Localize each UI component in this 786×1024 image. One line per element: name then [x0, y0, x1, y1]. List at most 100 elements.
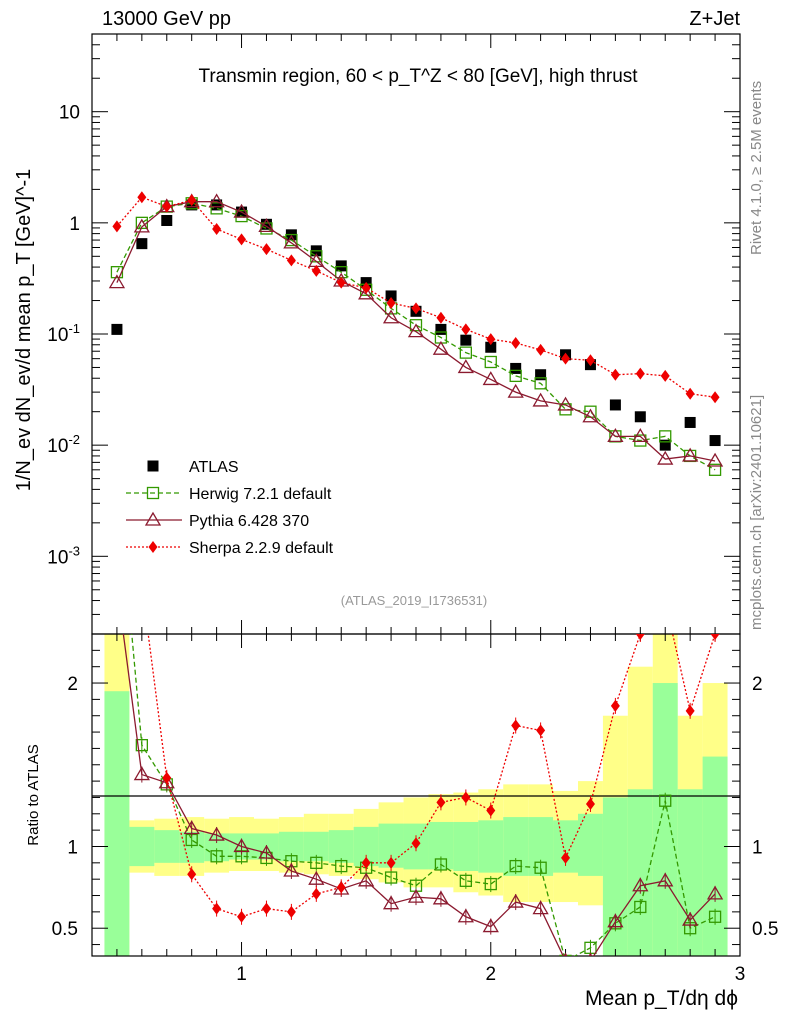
- herwig-point: [484, 355, 497, 369]
- legend-label-pythia: Pythia 6.428 370: [189, 513, 309, 530]
- pythia-ratio-point: [532, 900, 549, 915]
- herwig-point: [409, 319, 423, 332]
- herwig-ratio-point: [534, 861, 547, 874]
- legend-marker-pythia: [144, 511, 162, 526]
- pythia-point: [682, 447, 699, 462]
- pythia-ratio-point: [183, 820, 200, 835]
- ratio-tick-label: 1: [67, 837, 78, 858]
- sherpa-ratio-point: [461, 791, 471, 804]
- pythia-ratio-point: [607, 913, 624, 928]
- sherpa-ratio-point: [610, 699, 620, 712]
- y-tick-label: 10-1: [47, 321, 80, 346]
- legend-label-herwig: Herwig 7.2.1 default: [189, 486, 332, 503]
- sherpa-point: [212, 223, 222, 236]
- herwig-ratio-point: [335, 859, 348, 873]
- pythia-point: [233, 203, 250, 218]
- sherpa-ratio-point: [561, 851, 571, 864]
- sherpa-point: [112, 220, 122, 233]
- sherpa-ratio-point: [237, 910, 247, 923]
- pythia-ratio-point: [233, 838, 250, 853]
- pythia-ratio-point: [632, 877, 649, 892]
- side-label-rivet: Rivet 4.1.0, ≥ 2.5M events: [748, 81, 765, 255]
- herwig-ratio-point: [459, 874, 472, 887]
- sherpa-ratio-point: [336, 881, 346, 894]
- atlas-point: [335, 260, 347, 272]
- atlas-point: [709, 435, 721, 447]
- herwig-ratio-point: [634, 900, 647, 914]
- sherpa-point: [311, 264, 321, 277]
- sherpa-ratio-point: [187, 868, 197, 881]
- pythia-point: [208, 193, 225, 208]
- green-band-bin: [154, 830, 180, 863]
- sherpa-point: [610, 368, 620, 381]
- pythia-ratio-point: [358, 872, 375, 887]
- herwig-point: [708, 463, 722, 476]
- header-left: 13000 GeV pp: [102, 8, 231, 30]
- ratio-tick-label-right: 0.5: [752, 919, 778, 940]
- sherpa-point: [536, 343, 546, 356]
- pythia-ratio-point: [507, 893, 524, 908]
- analysis-id: (ATLAS_2019_I1736531): [341, 593, 487, 608]
- pythia-point: [557, 396, 574, 411]
- header-right: Z+Jet: [689, 8, 740, 30]
- sherpa-ratio-point: [361, 856, 371, 869]
- ratio-tick-label: 2: [67, 674, 78, 695]
- sherpa-ratio-point: [286, 905, 296, 918]
- sherpa-point: [361, 281, 371, 294]
- pythia-point: [283, 234, 300, 249]
- side-label-mcplots: mcplots.cern.ch [arXiv:2401.10621]: [748, 395, 765, 630]
- atlas-point: [684, 416, 696, 428]
- sherpa-point: [237, 233, 247, 246]
- main-axes: 10-3 10-2 10-1 1 10: [47, 33, 740, 648]
- pythia-point: [507, 383, 524, 398]
- herwig-ratio-point: [708, 910, 722, 923]
- atlas-point: [260, 218, 272, 230]
- sherpa-ratio-point: [162, 771, 172, 784]
- x-tick-label: 1: [236, 964, 247, 985]
- green-band-bin: [578, 813, 603, 876]
- herwig-point: [285, 233, 298, 247]
- green-band-bin: [453, 821, 479, 872]
- pythia-ratio-point: [482, 918, 499, 933]
- pythia-ratio-point: [133, 766, 150, 781]
- ratio-series: [110, 578, 724, 956]
- green-band-bin: [478, 820, 504, 873]
- herwig-point: [509, 369, 522, 383]
- sherpa-point: [187, 194, 197, 207]
- pythia-point: [258, 218, 275, 232]
- pythia-ratio-point: [110, 578, 124, 590]
- y-tick-label: 10-2: [47, 432, 80, 457]
- sherpa-ratio-point: [311, 887, 321, 900]
- pythia-point: [632, 428, 649, 443]
- sherpa-ratio-point: [635, 634, 645, 640]
- pythia-point: [358, 285, 375, 300]
- atlas-point: [535, 369, 547, 381]
- sherpa-point: [137, 191, 147, 204]
- pythia-point: [382, 309, 400, 324]
- pythia-ratio-point: [657, 872, 674, 887]
- herwig-ratio-point: [559, 954, 572, 956]
- sherpa-point: [660, 369, 670, 382]
- ratio-tick-label-right: 2: [752, 674, 763, 695]
- herwig-ratio-point: [484, 877, 497, 891]
- legend-marker-atlas: [147, 460, 159, 472]
- x-tick-label: 2: [485, 964, 496, 985]
- sherpa-ratio-point: [685, 704, 695, 717]
- herwig-point: [110, 266, 124, 279]
- sherpa-ratio-point: [212, 902, 222, 915]
- legend-marker-herwig: [146, 486, 160, 500]
- pythia-point: [706, 452, 724, 467]
- sherpa-ratio-point: [386, 856, 396, 869]
- pythia-ratio-point: [407, 888, 425, 903]
- ratio-tick-label-right: 1: [752, 837, 763, 858]
- pythia-ratio-point: [382, 895, 400, 910]
- atlas-point: [136, 238, 148, 250]
- pythia-ratio-point: [432, 890, 450, 905]
- sherpa-ratio-point: [261, 902, 271, 915]
- x-tick-label: 3: [735, 964, 746, 985]
- green-band-bin: [627, 789, 653, 956]
- sherpa-point: [436, 311, 446, 324]
- sherpa-point: [685, 387, 695, 400]
- sherpa-ratio-point: [710, 634, 720, 640]
- pythia-point: [407, 323, 425, 338]
